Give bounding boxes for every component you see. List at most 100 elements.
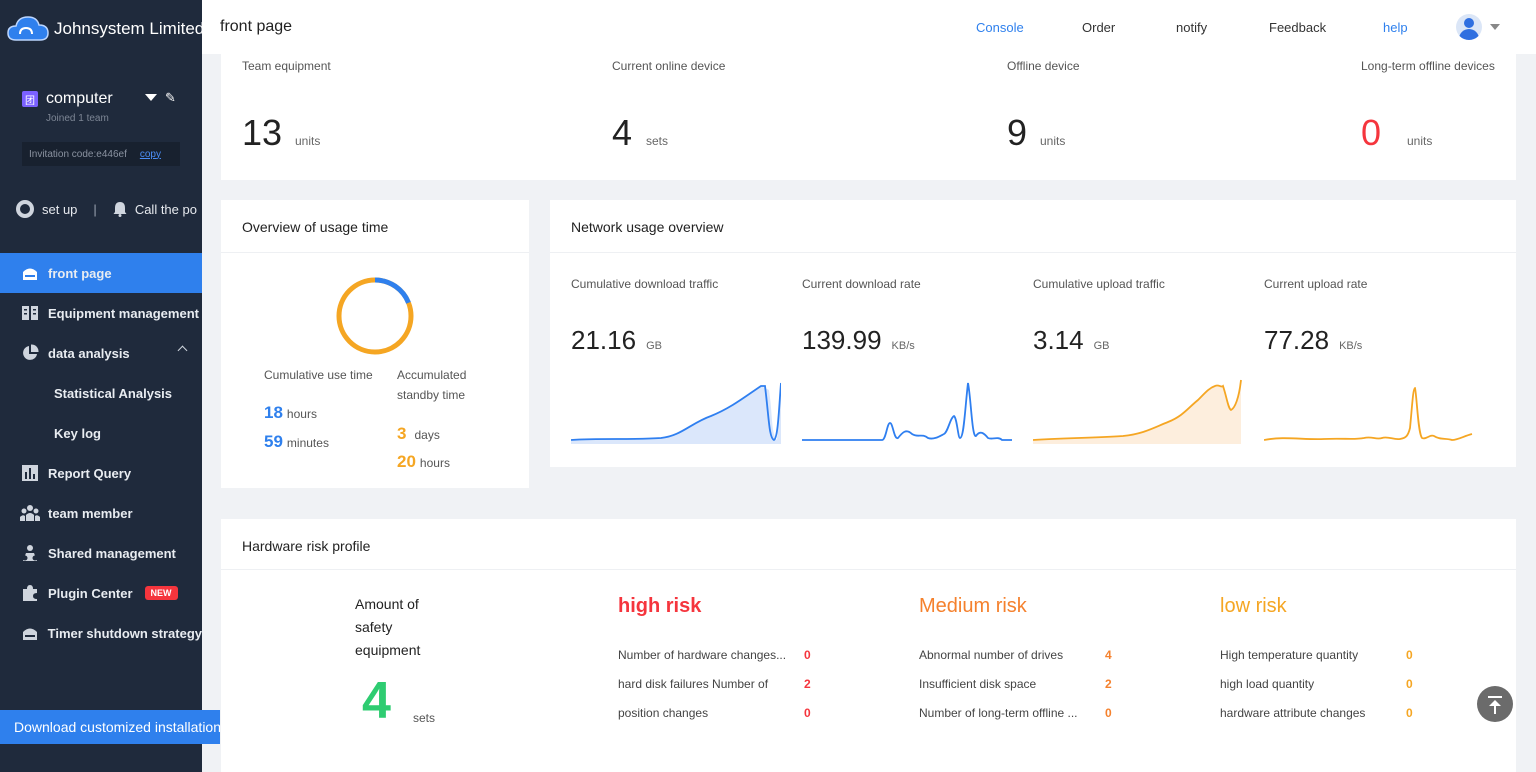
call-link[interactable]: Call the po xyxy=(134,201,197,217)
use-hours-unit: hours xyxy=(286,407,317,421)
back-to-top-button[interactable] xyxy=(1477,686,1513,722)
sidebar-item-key-log[interactable]: Key log xyxy=(0,413,202,453)
setup-link[interactable]: set up xyxy=(42,201,78,217)
sidebar-item-timer-shutdown[interactable]: Timer shutdown strategy xyxy=(0,613,202,653)
risk-row-count[interactable]: 0 xyxy=(1406,677,1413,691)
stat-unit: units xyxy=(1407,134,1433,148)
metric-value: 21.16 xyxy=(571,325,637,355)
device-stats-card: Team equipment 13 units Current online d… xyxy=(221,54,1516,180)
sidebar-item-label: Report Query xyxy=(48,465,132,481)
bar-chart-icon xyxy=(20,464,40,482)
nav-order[interactable]: Order xyxy=(1082,20,1116,35)
caret-down-icon[interactable] xyxy=(1490,24,1500,30)
standby-label-line2: standby time xyxy=(397,388,466,402)
arrow-stem-icon xyxy=(1494,705,1496,714)
sidebar-menu: front page Equipment management data ana… xyxy=(0,253,202,653)
share-icon xyxy=(20,544,40,562)
home-icon xyxy=(20,264,40,282)
risk-row-count[interactable]: 0 xyxy=(804,648,811,662)
brand[interactable]: Johnsystem Limited xyxy=(6,12,202,46)
risk-row-label: Insufficient disk space xyxy=(919,677,1037,691)
metric-upload-traffic: Cumulative upload traffic 3.14 GB xyxy=(1033,200,1243,467)
usage-time-card: Overview of usage time Cumulative use ti… xyxy=(221,200,529,488)
risk-row-count[interactable]: 0 xyxy=(1105,706,1112,720)
stat-unit: units xyxy=(1040,134,1066,148)
team-badge-icon: 团 xyxy=(22,91,38,107)
sidebar-item-label: Shared management xyxy=(48,545,176,561)
risk-row-count[interactable]: 0 xyxy=(1406,648,1413,662)
gear-icon xyxy=(16,200,34,218)
caret-down-icon[interactable] xyxy=(145,94,157,101)
sidebar-item-label: Key log xyxy=(54,425,101,441)
sidebar-item-plugin-center[interactable]: Plugin Center NEW xyxy=(0,573,202,613)
brand-name: Johnsystem Limited xyxy=(54,19,202,38)
sidebar-item-equipment-management[interactable]: Equipment management xyxy=(0,293,202,333)
stat-unit: sets xyxy=(646,134,669,148)
sidebar-item-label: Statistical Analysis xyxy=(54,385,173,401)
metric-label: Current download rate xyxy=(802,277,921,291)
low-risk-title: low risk xyxy=(1220,595,1287,617)
sidebar-item-label: Plugin Center xyxy=(48,585,133,601)
pie-chart-icon xyxy=(20,344,40,362)
network-usage-card: Network usage overview Cumulative downlo… xyxy=(550,200,1516,467)
stat-unit: units xyxy=(295,134,321,148)
sidebar-item-label: Equipment management xyxy=(48,305,199,321)
sidebar-item-data-analysis[interactable]: data analysis xyxy=(0,333,202,373)
sidebar: Johnsystem Limited 团 computer ✎ Joined 1… xyxy=(0,0,202,772)
sparkline-area xyxy=(1033,380,1241,444)
divider xyxy=(221,569,1516,570)
sparkline-line xyxy=(1264,387,1473,441)
risk-row-label: Number of long-term offline ... xyxy=(919,706,1078,720)
sidebar-item-shared-management[interactable]: Shared management xyxy=(0,533,202,573)
metric-download-rate: Current download rate 139.99 KB/s xyxy=(802,200,1012,467)
quick-actions: set up | Call the po xyxy=(16,200,197,218)
sidebar-item-label: team member xyxy=(48,505,133,521)
team-joined-count: Joined 1 team xyxy=(46,113,109,124)
standby-hours-unit: hours xyxy=(419,456,450,470)
sidebar-item-label: data analysis xyxy=(48,345,130,361)
metric-label: Current upload rate xyxy=(1264,277,1368,291)
nav-help[interactable]: help xyxy=(1383,20,1408,35)
sidebar-item-label: Timer shutdown strategy xyxy=(47,625,202,641)
nav-feedback[interactable]: Feedback xyxy=(1269,20,1327,35)
card-title: Hardware risk profile xyxy=(242,538,371,554)
standby-days: 3 days xyxy=(397,424,440,444)
stat-label: Offline device xyxy=(1007,59,1080,73)
user-head-icon xyxy=(1464,18,1474,28)
download-installer-button[interactable]: Download customized installation xyxy=(0,710,220,744)
sidebar-item-statistical-analysis[interactable]: Statistical Analysis xyxy=(0,373,202,413)
risk-row-count[interactable]: 2 xyxy=(804,677,811,691)
risk-row-label: Number of hardware changes... xyxy=(618,648,787,662)
risk-row-label: high load quantity xyxy=(1220,677,1315,691)
sidebar-item-front-page[interactable]: front page xyxy=(0,253,202,293)
team-selector[interactable]: 团 computer ✎ xyxy=(22,90,197,108)
metric-unit: KB/s xyxy=(891,340,915,352)
copy-link[interactable]: copy xyxy=(139,148,161,160)
nav-console[interactable]: Console xyxy=(976,20,1024,35)
risk-row-count[interactable]: 0 xyxy=(804,706,811,720)
bell-icon xyxy=(113,202,127,217)
cumulative-use-label: Cumulative use time xyxy=(264,368,373,382)
sidebar-item-team-member[interactable]: team member xyxy=(0,493,202,533)
edit-pen-icon[interactable]: ✎ xyxy=(165,90,176,105)
nav-notify[interactable]: notify xyxy=(1176,20,1208,35)
use-minutes-value: 59 xyxy=(264,432,283,451)
metric-value: 139.99 xyxy=(802,325,882,355)
risk-row-count[interactable]: 2 xyxy=(1105,677,1112,691)
sidebar-item-report-query[interactable]: Report Query xyxy=(0,453,202,493)
stat-value: 0 xyxy=(1361,112,1382,153)
metric-value-row: 3.14 GB xyxy=(1033,325,1110,356)
risk-row-label: Abnormal number of drives xyxy=(919,648,1064,662)
metric-unit: GB xyxy=(646,340,662,352)
stat-value: 4 xyxy=(612,112,633,153)
divider xyxy=(221,252,529,253)
stat-value: 13 xyxy=(242,112,283,153)
device-icon xyxy=(20,304,40,322)
avatar[interactable] xyxy=(1456,14,1482,40)
metric-value-row: 139.99 KB/s xyxy=(802,325,915,356)
metric-unit: KB/s xyxy=(1339,340,1363,352)
scroll-gutter xyxy=(1516,54,1536,772)
risk-row-count[interactable]: 4 xyxy=(1105,648,1112,662)
risk-row-count[interactable]: 0 xyxy=(1406,706,1413,720)
usage-donut-chart xyxy=(336,277,414,355)
